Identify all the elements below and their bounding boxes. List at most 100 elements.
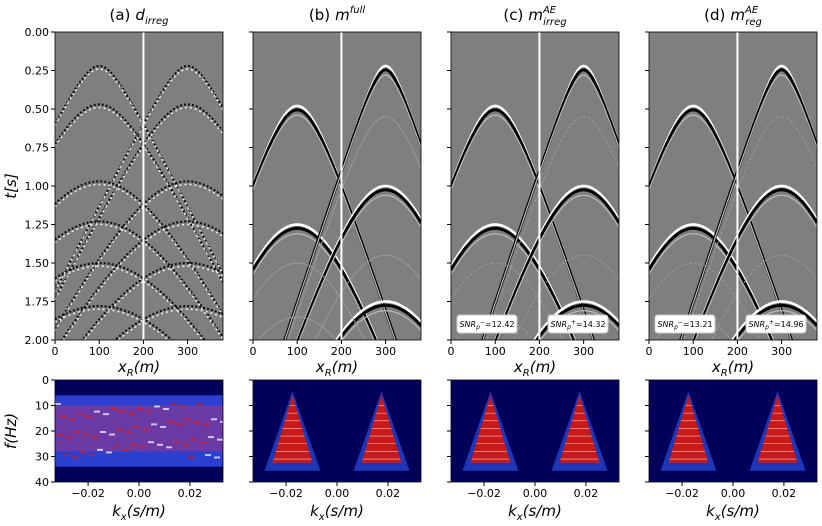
noise-speck [55,402,61,405]
noise-speck [200,441,206,444]
x-tick-label: 100 [485,345,506,358]
spectrum-image [451,380,619,482]
snr-label: SNRp−=12.42 [459,319,514,331]
noise-speck [211,418,217,421]
x-axis-label-unit: (m) [530,358,556,376]
noise-speck [177,423,183,426]
event [451,223,577,340]
x-axis-label-sub: R [325,368,332,379]
spectrum-lobe [757,395,798,463]
spectrum-lobe [470,395,511,463]
x-tick-label: 200 [133,345,154,358]
x-tick-label: 100 [287,345,308,358]
event [55,180,223,315]
event [732,303,817,340]
noise-speck [222,451,223,454]
snr-sup: + [769,319,774,326]
y-tick-label: 30 [35,451,49,464]
snr-name: SNR [657,320,674,329]
seismic-image [649,32,817,340]
spectrum-lobe [272,395,313,463]
snr-sup: − [678,319,683,326]
title-label: (d) [704,6,725,24]
event [55,220,223,339]
noise-speck [80,451,86,454]
x-tick-label: 0 [52,345,59,358]
noise-speck [146,410,152,413]
x-tick-label: −0.02 [467,487,501,500]
noise-speck [103,413,109,416]
spectrum-image [649,380,817,482]
spectrum-image [253,380,421,482]
noise-speck [220,420,223,423]
y-tick-label: 1.75 [25,296,50,309]
noise-speck [111,408,117,411]
title-symbol: m [528,6,543,24]
x-tick-label: 0.02 [772,487,797,500]
panel-title: (b) mfull [309,5,365,24]
y-tick-label: 1.50 [25,257,50,270]
x-axis-label-sub: R [721,368,728,379]
y-tick-label: 0.50 [25,103,50,116]
event [451,233,573,340]
event [113,305,223,340]
noise-speck [120,410,126,413]
event [117,308,223,340]
x-tick-label: 100 [683,345,704,358]
y-axis-label: t[s] [2,173,20,199]
noise-speck [114,446,120,449]
snr-name: SNR [748,320,765,329]
event [336,303,421,340]
snr-sub: p [566,324,571,331]
noise-speck [123,448,129,451]
snr-box [456,314,518,334]
event [649,233,771,340]
event [680,74,817,340]
event [55,305,174,340]
title-label: (c) [503,6,523,24]
noise-speck [168,420,174,423]
x-axis-label: xR(m) [513,358,556,379]
noise-speck [83,433,89,436]
event [532,300,619,340]
image-bg [55,32,223,340]
title-sup: full [350,5,366,16]
title-label: (b) [309,6,330,24]
noise-speck [143,428,149,431]
snr-sup: − [480,319,485,326]
snr-sign: = [485,320,492,329]
noise-speck [163,408,169,411]
event [80,261,223,340]
y-tick-label: 2.00 [25,334,50,347]
noise-speck [174,441,180,444]
title-sub: reg [745,17,762,28]
noise-speck [203,423,209,426]
x-axis-label-sub: R [523,368,530,379]
x-axis-label: kx(s/m) [706,502,760,523]
x-axis-label-symbol: k [112,502,122,520]
x-axis-label-unit: (s/m) [523,502,562,520]
noise-speck [191,438,197,441]
x-axis-label-symbol: k [310,502,320,520]
event [284,74,421,340]
snr-name: SNR [550,320,567,329]
event [253,233,375,340]
x-tick-label: 0 [448,345,455,358]
y-tick-label: 0.25 [25,65,50,78]
snr-name: SNR [459,320,476,329]
x-tick-label: 200 [331,345,352,358]
snr-value: 14.32 [583,320,606,329]
event [496,194,619,340]
snr-value: 12.42 [492,320,515,329]
noise-speck [77,413,83,416]
snr-sub: p [764,324,769,331]
noise-speck [171,402,177,405]
noise-speck [194,420,200,423]
x-tick-label: −0.02 [71,487,105,500]
x-axis-label-sub: R [127,368,134,379]
snr-box [547,314,609,334]
seismic-image [55,32,223,340]
x-axis-label-unit: (m) [134,358,160,376]
x-tick-label: 0.02 [574,487,599,500]
noise-speck [205,453,211,456]
